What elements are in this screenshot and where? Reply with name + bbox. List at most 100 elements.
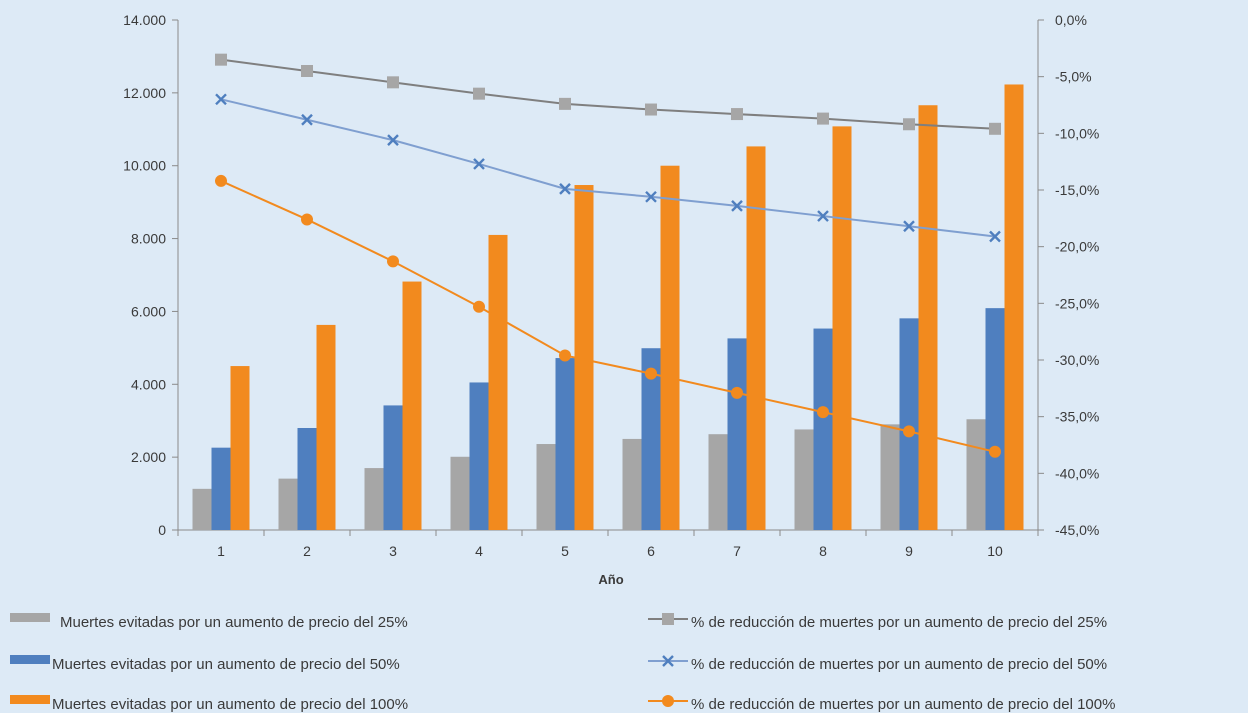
bar xyxy=(794,429,814,530)
bar xyxy=(880,424,900,530)
bar xyxy=(918,105,938,530)
point-marker xyxy=(301,113,313,126)
point-marker xyxy=(903,220,915,233)
point-marker xyxy=(817,406,829,419)
right-tick-label: -25,0% xyxy=(1055,295,1099,311)
right-tick-label: -40,0% xyxy=(1055,465,1099,481)
point-marker xyxy=(301,65,313,77)
bar xyxy=(488,234,508,530)
right-tick-label: -30,0% xyxy=(1055,352,1099,368)
bar xyxy=(536,444,556,530)
x-tick-label: 9 xyxy=(905,543,913,559)
bar xyxy=(622,438,642,530)
lines xyxy=(215,53,1001,458)
bar xyxy=(450,456,470,530)
legend-label: % de reducción de muertes por un aumento… xyxy=(691,696,1115,713)
bar xyxy=(364,468,384,530)
bar xyxy=(660,165,680,530)
x-axis-title: Año xyxy=(598,572,623,587)
point-marker xyxy=(662,655,674,667)
bar xyxy=(727,338,747,530)
bar xyxy=(813,328,833,530)
x-tick-label: 7 xyxy=(733,543,741,559)
right-tick-label: -35,0% xyxy=(1055,409,1099,425)
bar xyxy=(641,348,661,530)
series-line xyxy=(220,98,996,238)
point-marker xyxy=(989,122,1001,135)
legend-label: % de reducción de muertes por un aumento… xyxy=(691,656,1107,673)
bar xyxy=(402,281,422,530)
bar xyxy=(985,308,1005,530)
left-tick-label: 12.000 xyxy=(123,85,166,101)
right-tick-label: -45,0% xyxy=(1055,522,1099,538)
left-tick-label: 4.000 xyxy=(131,376,166,392)
x-tick-label: 10 xyxy=(987,543,1003,559)
point-marker xyxy=(731,386,743,399)
point-marker xyxy=(989,230,1001,243)
left-tick-label: 2.000 xyxy=(131,449,166,465)
point-marker xyxy=(559,349,571,362)
right-tick-label: -10,0% xyxy=(1055,125,1099,141)
point-marker xyxy=(473,87,485,100)
right-tick-label: 0,0% xyxy=(1055,12,1087,28)
right-tick-label: -15,0% xyxy=(1055,182,1099,198)
series-line xyxy=(220,58,996,130)
point-marker xyxy=(473,300,485,313)
bar xyxy=(1004,84,1024,530)
legend: Muertes evitadas por un aumento de preci… xyxy=(10,613,1115,713)
point-marker xyxy=(903,425,915,438)
left-tick-label: 10.000 xyxy=(123,158,166,174)
point-marker xyxy=(387,76,399,89)
x-tick-label: 4 xyxy=(475,543,483,559)
x-tick-label: 6 xyxy=(647,543,655,559)
point-marker xyxy=(731,200,743,212)
bar xyxy=(297,428,317,530)
legend-label: Muertes evitadas por un aumento de preci… xyxy=(52,656,400,673)
x-tick-label: 5 xyxy=(561,543,569,559)
bar xyxy=(832,126,852,530)
point-marker xyxy=(559,97,571,110)
bar xyxy=(192,488,212,530)
point-marker xyxy=(645,367,657,380)
point-marker xyxy=(817,210,829,222)
bar xyxy=(899,318,919,530)
x-tick-label: 3 xyxy=(389,543,397,559)
point-marker xyxy=(817,112,829,125)
bar xyxy=(316,324,336,530)
bar xyxy=(966,419,986,530)
point-marker xyxy=(387,255,399,268)
bar xyxy=(230,366,250,530)
x-tick-label: 2 xyxy=(303,543,311,559)
bar xyxy=(278,478,298,530)
bar xyxy=(746,146,766,530)
left-tick-label: 8.000 xyxy=(131,231,166,247)
bars xyxy=(192,84,1024,530)
legend-label: Muertes evitadas por un aumento de preci… xyxy=(60,614,408,631)
legend-swatch xyxy=(10,655,50,664)
legend-label: Muertes evitadas por un aumento de preci… xyxy=(52,696,408,713)
point-marker xyxy=(559,183,571,195)
point-marker xyxy=(645,103,657,116)
right-tick-label: -20,0% xyxy=(1055,239,1099,255)
axes: 0 2.000 4.000 6.000 8.000 10.000 12.000 14.000 -… xyxy=(123,12,1099,559)
x-tick-label: 8 xyxy=(819,543,827,559)
point-marker xyxy=(215,53,227,66)
x-tick-label: 1 xyxy=(217,543,225,559)
point-marker xyxy=(645,190,657,203)
series-line xyxy=(220,180,996,453)
point-marker xyxy=(215,174,227,187)
right-tick-label: -5,0% xyxy=(1055,69,1092,85)
bar xyxy=(469,382,489,530)
left-tick-label: 6.000 xyxy=(131,303,166,319)
bar xyxy=(211,447,231,530)
point-marker xyxy=(301,213,313,226)
bar xyxy=(383,405,403,530)
left-tick-label: 14.000 xyxy=(123,12,166,28)
legend-swatch xyxy=(10,613,50,622)
point-marker xyxy=(215,93,227,106)
point-marker xyxy=(903,118,915,131)
point-marker xyxy=(662,695,674,707)
legend-label: % de reducción de muertes por un aumento… xyxy=(691,614,1107,631)
legend-swatch xyxy=(10,695,50,704)
